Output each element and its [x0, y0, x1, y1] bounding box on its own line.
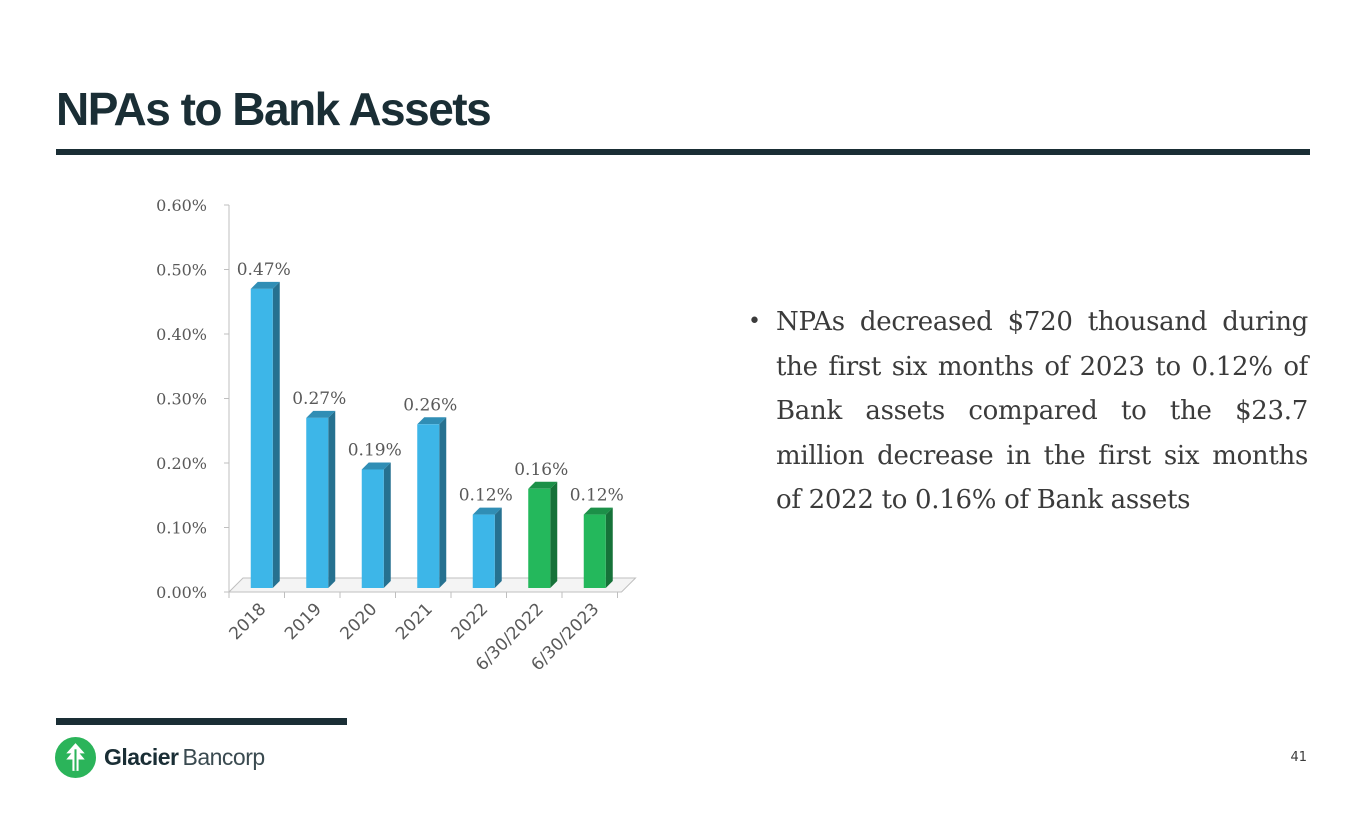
bar-side [494, 507, 502, 588]
page-number: 41 [1290, 750, 1307, 765]
bar-top [306, 410, 336, 418]
y-tick-label: 0.30% [156, 390, 207, 409]
bar [417, 424, 440, 588]
logo-text-glacier: Glacier [104, 744, 179, 770]
bar [583, 514, 606, 588]
data-label: 0.19% [348, 440, 402, 460]
title-divider [56, 149, 1310, 155]
bar-side [439, 417, 447, 588]
bar [472, 514, 495, 588]
footer-divider [56, 718, 347, 725]
x-tick-label: 2022 [448, 599, 493, 644]
bullet-list: • NPAs decreased $720 thousand during th… [748, 300, 1308, 523]
slide-title: NPAs to Bank Assets [56, 83, 492, 135]
x-tick-label: 2018 [226, 599, 271, 644]
x-tick-label: 2019 [281, 599, 326, 644]
bar-top [528, 481, 558, 489]
y-tick-label: 0.10% [156, 519, 207, 538]
glacier-tree-icon [55, 737, 96, 778]
bar-top [250, 281, 280, 289]
y-tick-label: 0.40% [156, 325, 207, 344]
bullet-marker: • [748, 309, 761, 334]
bar-side [328, 410, 336, 588]
y-tick-label: 0.00% [156, 583, 207, 602]
company-logo: Glacier Bancorp [55, 737, 265, 778]
logo-text-bancorp: Bancorp [182, 744, 266, 770]
bar [250, 288, 273, 588]
y-tick-label: 0.20% [156, 454, 207, 473]
data-label: 0.47% [237, 260, 291, 280]
bar [361, 469, 384, 588]
bar [528, 488, 551, 588]
x-tick-label: 2020 [337, 599, 382, 644]
y-tick-label: 0.60% [156, 196, 207, 215]
bar-top [583, 507, 613, 515]
bar-top [472, 507, 502, 515]
bar-side [383, 462, 391, 588]
data-label: 0.16% [514, 460, 568, 480]
x-tick-label: 2021 [392, 599, 437, 644]
bar-top [361, 462, 391, 470]
bar-side [605, 507, 613, 588]
bullet-text: NPAs decreased $720 thousand during the … [776, 307, 1308, 515]
bar-top [417, 417, 447, 425]
bar-side [272, 281, 280, 588]
data-label: 0.12% [459, 486, 513, 506]
bar [306, 417, 329, 588]
data-label: 0.12% [570, 486, 624, 506]
data-label: 0.27% [292, 389, 346, 409]
y-tick-label: 0.50% [156, 261, 207, 280]
data-label: 0.26% [403, 395, 457, 415]
bar-side [550, 481, 558, 588]
